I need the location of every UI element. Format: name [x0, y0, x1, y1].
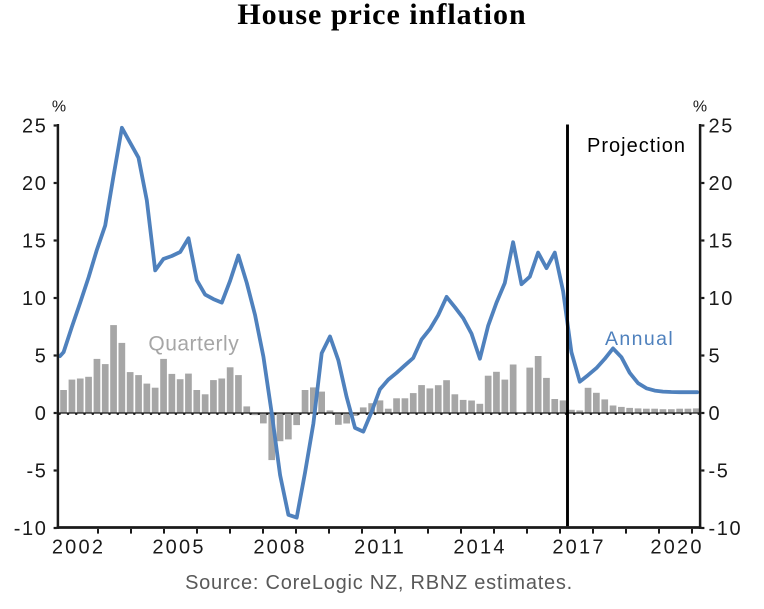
svg-text:Quarterly: Quarterly: [148, 333, 239, 356]
svg-text:Projection: Projection: [587, 135, 686, 157]
svg-text:10: 10: [709, 288, 734, 310]
svg-text:2005: 2005: [152, 537, 205, 559]
svg-text:-10: -10: [709, 518, 743, 540]
svg-text:2017: 2017: [552, 537, 605, 559]
svg-text:2020: 2020: [650, 537, 703, 559]
svg-text:-5: -5: [709, 461, 730, 483]
svg-text:-10: -10: [14, 518, 48, 540]
svg-text:5: 5: [35, 346, 48, 368]
svg-text:-5: -5: [27, 461, 48, 483]
svg-text:2011: 2011: [354, 537, 406, 559]
svg-text:%: %: [52, 99, 66, 116]
svg-text:0: 0: [709, 403, 722, 425]
svg-text:2002: 2002: [52, 537, 105, 559]
svg-text:House price inflation: House price inflation: [237, 0, 526, 31]
svg-text:25: 25: [22, 116, 47, 138]
svg-text:2008: 2008: [253, 537, 306, 559]
svg-text:2014: 2014: [453, 537, 506, 559]
svg-text:20: 20: [709, 173, 734, 195]
svg-text:15: 15: [22, 231, 47, 253]
svg-text:5: 5: [709, 346, 722, 368]
svg-text:Source: CoreLogic NZ, RBNZ est: Source: CoreLogic NZ, RBNZ estimates.: [185, 572, 573, 594]
svg-text:15: 15: [709, 231, 734, 253]
svg-text:%: %: [693, 99, 707, 116]
svg-text:0: 0: [35, 403, 48, 425]
svg-text:20: 20: [22, 173, 47, 195]
svg-text:10: 10: [22, 288, 47, 310]
svg-text:25: 25: [709, 116, 734, 138]
svg-text:Annual: Annual: [605, 328, 674, 350]
